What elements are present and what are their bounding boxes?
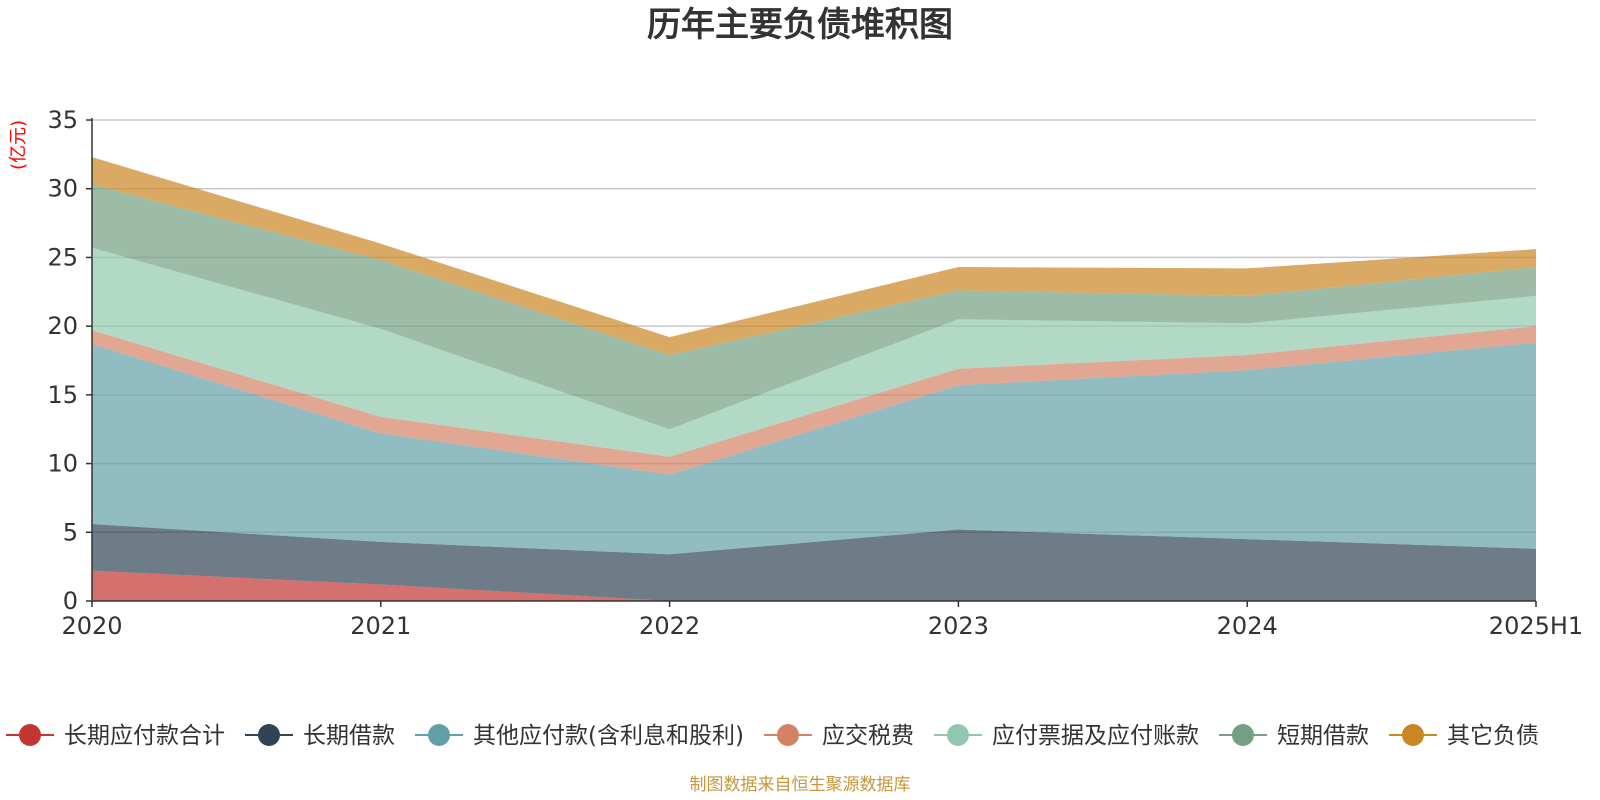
- legend-label: 其它负债: [1447, 723, 1539, 749]
- x-tick-label: 2023: [928, 612, 989, 640]
- y-tick-label: 25: [47, 243, 78, 271]
- x-tick-label: 2020: [61, 612, 122, 640]
- area-series-3: [92, 326, 1536, 475]
- legend-marker: [19, 724, 41, 746]
- legend-item[interactable]: 其它负债: [1388, 723, 1539, 749]
- area-series-1: [92, 524, 1536, 601]
- chart-title: 历年主要负债堆积图: [647, 5, 953, 45]
- legend-item[interactable]: 短期借款: [1218, 723, 1369, 749]
- area-series-2: [92, 342, 1536, 555]
- y-tick-label: 10: [47, 450, 78, 478]
- area-series-4: [92, 247, 1536, 457]
- y-tick-label: 15: [47, 381, 78, 409]
- legend-label: 长期借款: [303, 723, 395, 749]
- legend-label: 应付票据及应付账款: [992, 723, 1199, 749]
- legend-marker: [946, 724, 969, 746]
- area-series-0: [92, 570, 1536, 601]
- legend-marker: [776, 724, 799, 746]
- legend-item[interactable]: 其他应付款(含利息和股利): [415, 723, 744, 749]
- x-tick-label: 2025H1: [1489, 612, 1583, 640]
- x-tick-label: 2021: [350, 612, 411, 640]
- y-tick-label: 5: [63, 518, 78, 546]
- y-tick-label: 35: [47, 106, 78, 134]
- legend-label: 短期借款: [1277, 723, 1369, 749]
- legend-item[interactable]: 长期借款: [245, 723, 395, 749]
- legend-item[interactable]: 应交税费: [763, 723, 914, 749]
- legend-marker: [1231, 724, 1254, 746]
- legend-marker: [258, 724, 280, 746]
- y-axis-unit-label: (亿元): [8, 120, 29, 170]
- area-series-6: [92, 157, 1536, 356]
- stacked-areas: [92, 157, 1536, 601]
- y-tick-label: 0: [63, 587, 78, 615]
- legend[interactable]: 长期应付款合计 长期借款 其他应付款(含利息和股利) 应交税费 应付票据及应付账款 短期借…: [6, 723, 1539, 749]
- axes: 0 5 10 15 20 25 30 35 2020 2021 2022 2023 2024 2025H1: [47, 106, 1583, 640]
- legend-label: 其他应付款(含利息和股利): [473, 723, 744, 749]
- area-series-5: [92, 184, 1536, 430]
- x-tick-label: 2024: [1217, 612, 1278, 640]
- x-tick-label: 2022: [639, 612, 700, 640]
- legend-label: 长期应付款合计: [64, 723, 225, 749]
- data-source-note: 制图数据来自恒生聚源数据库: [690, 775, 911, 795]
- legend-item[interactable]: 应付票据及应付账款: [933, 723, 1199, 749]
- y-tick-label: 30: [47, 175, 78, 203]
- legend-marker: [1401, 724, 1424, 746]
- legend-marker: [428, 724, 450, 746]
- y-tick-label: 20: [47, 312, 78, 340]
- legend-label: 应交税费: [822, 723, 914, 749]
- legend-item[interactable]: 长期应付款合计: [6, 723, 225, 749]
